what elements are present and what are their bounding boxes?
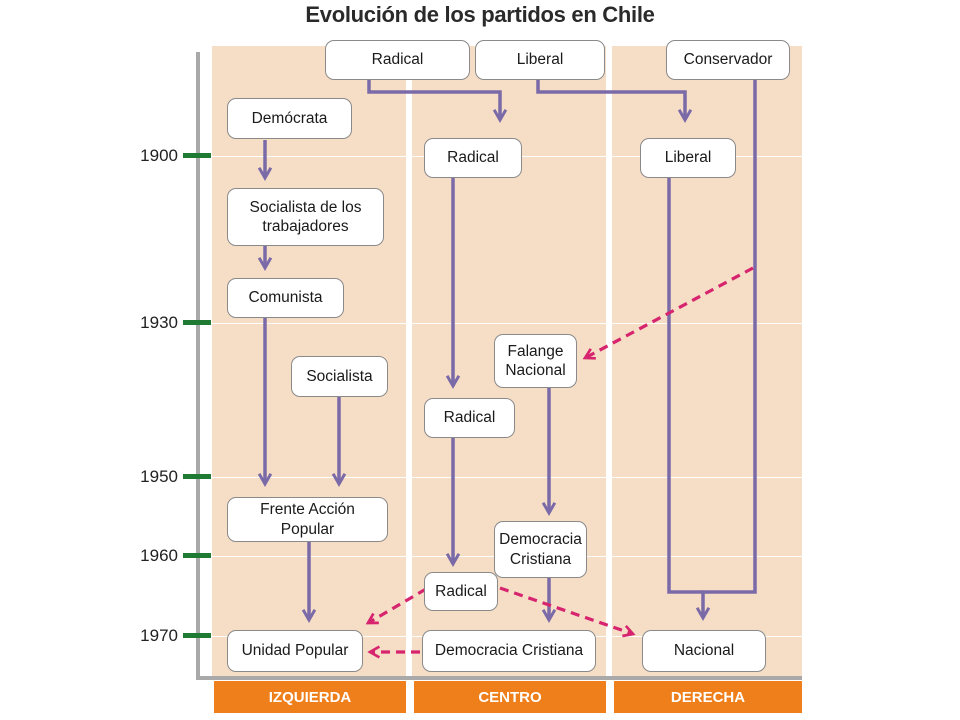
arrow-radical-to-radical-1900	[367, 80, 508, 123]
party-democrata: Demócrata	[227, 98, 352, 139]
party-liberal-1900: Liberal	[640, 138, 736, 178]
party-radical-1900: Radical	[424, 138, 522, 178]
year-label: 1970	[140, 626, 178, 645]
party-radical-origin: Radical	[325, 40, 470, 80]
tick-1960	[183, 553, 211, 558]
year-label: 1960	[140, 546, 178, 565]
tick-1970	[183, 633, 211, 638]
influence-radical-to-nacional	[499, 586, 636, 638]
column-label-izquierda: IZQUIERDA	[214, 681, 406, 713]
party-nacional: Nacional	[642, 630, 766, 672]
arrow-conservador-to-nacional	[695, 80, 757, 621]
influence-conservador-to-falange	[582, 266, 754, 360]
party-frente-accion-popular: Frente Acción Popular	[227, 497, 388, 542]
column-label-derecha: DERECHA	[614, 681, 802, 713]
party-radical-late: Radical	[424, 572, 498, 611]
gridline-1930	[210, 323, 802, 324]
tick-1950	[183, 474, 211, 479]
timeline-baseline	[196, 676, 802, 680]
party-unidad-popular: Unidad Popular	[227, 630, 363, 672]
diagram-title: Evolución de los partidos en Chile	[305, 2, 655, 27]
party-liberal-origin: Liberal	[475, 40, 605, 80]
party-democracia-cristiana-2: Democracia Cristiana	[422, 630, 596, 672]
gridline-1950	[210, 477, 802, 478]
party-conservador: Conservador	[666, 40, 790, 80]
party-socialista: Socialista	[291, 356, 388, 397]
tick-1900	[183, 153, 211, 158]
party-radical-mid: Radical	[424, 398, 515, 438]
party-socialista-trabajadores: Socialista de los trabajadores	[227, 188, 384, 246]
party-comunista: Comunista	[227, 278, 344, 318]
year-label: 1900	[140, 146, 178, 165]
arrow-liberal-1900-to-nacional	[667, 178, 703, 594]
party-falange-nacional: Falange Nacional	[494, 334, 577, 388]
year-label: 1950	[140, 467, 178, 486]
arrow-liberal-to-liberal-1900	[536, 80, 693, 123]
influence-radical-to-unidad	[365, 587, 427, 625]
timeline-axis	[196, 52, 200, 680]
tick-1930	[183, 320, 211, 325]
year-label: 1930	[140, 313, 178, 332]
column-label-centro: CENTRO	[414, 681, 606, 713]
party-democracia-cristiana-1: Democracia Cristiana	[494, 521, 587, 578]
